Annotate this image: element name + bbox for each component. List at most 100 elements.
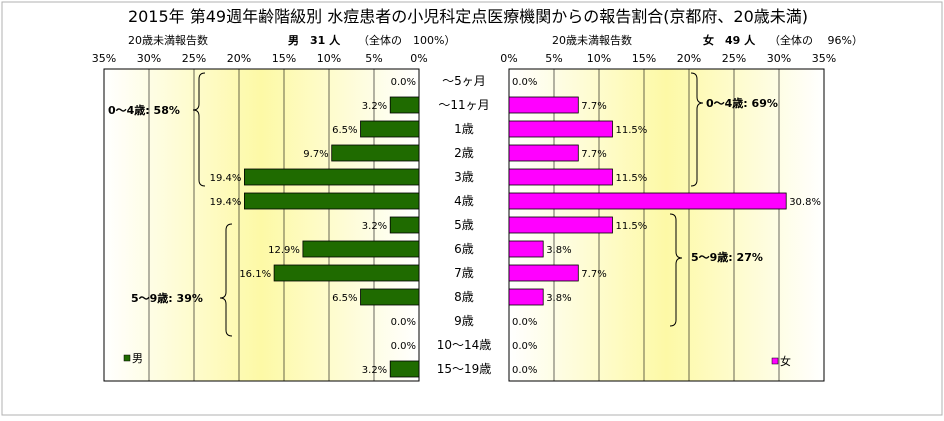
female-data-label: 3.8% <box>546 293 571 304</box>
category-label: 7歳 <box>454 266 474 280</box>
category-label: 10～14歳 <box>437 338 492 352</box>
female-data-label: 7.7% <box>581 101 606 112</box>
category-label: 1歳 <box>454 122 474 136</box>
male-header-total: （全体の 100%） <box>358 33 455 47</box>
male-data-label: 3.2% <box>362 101 387 112</box>
male-tick-label: 25% <box>182 52 206 65</box>
male-data-label: 6.5% <box>332 293 357 304</box>
female-header-total: （全体の 96%） <box>769 33 863 47</box>
male-data-label: 16.1% <box>239 269 271 280</box>
legend-female-swatch <box>771 357 779 365</box>
category-label: 15～19歳 <box>437 362 492 376</box>
male-group-label-5-9: 5～9歳: 39% <box>131 291 203 305</box>
category-label: 5歳 <box>454 218 474 232</box>
male-data-label: 19.4% <box>210 173 242 184</box>
female-tick-label: 35% <box>812 52 836 65</box>
female-data-label: 3.8% <box>546 245 571 256</box>
female-data-label: 30.8% <box>789 197 821 208</box>
female-data-label: 7.7% <box>581 269 606 280</box>
male-tick-label: 30% <box>137 52 161 65</box>
female-header-label: 女 49 人 <box>703 33 756 47</box>
female-bar <box>508 264 579 282</box>
male-data-label: 3.2% <box>362 221 387 232</box>
male-bar <box>389 96 420 114</box>
legend-male-swatch <box>123 354 131 362</box>
male-data-label: 0.0% <box>391 341 416 352</box>
female-tick-label: 20% <box>677 52 701 65</box>
female-data-labels: 0.0% 7.7% 11.5% 7.7% 11.5% 30.8% 11.5% 3.8% 7.7%… <box>512 77 821 376</box>
male-group-label-0-4: 0～4歳: 58% <box>108 103 180 117</box>
male-tick-label: 10% <box>317 52 341 65</box>
male-bar <box>360 288 420 306</box>
category-label: ～5ヶ月 <box>442 74 486 88</box>
female-group-label-5-9: 5～9歳: 27% <box>691 250 763 264</box>
female-tick-label: 5% <box>545 52 562 65</box>
male-tick-label: 15% <box>272 52 296 65</box>
female-bar <box>508 120 613 138</box>
female-data-label: 0.0% <box>512 341 537 352</box>
female-bar <box>508 144 579 162</box>
female-bar <box>508 96 579 114</box>
chart-title: 2015年 第49週年齢階級別 水痘患者の小児科定点医療機関からの報告割合(京都… <box>128 7 808 26</box>
category-label: 3歳 <box>454 170 474 184</box>
category-label: ～11ヶ月 <box>438 98 489 112</box>
female-bar <box>508 192 787 210</box>
category-label: 9歳 <box>454 314 474 328</box>
female-group-brace-0-4 <box>690 72 704 187</box>
male-data-label: 6.5% <box>332 125 357 136</box>
male-tick-label: 35% <box>92 52 116 65</box>
male-header-caption: 20歳未満報告数 <box>128 34 208 47</box>
female-data-label: 0.0% <box>512 365 537 376</box>
category-labels: ～5ヶ月 ～11ヶ月 1歳 2歳 3歳 4歳 5歳 6歳 7歳 8歳 9歳 10～14歳 15～19歳 <box>437 74 492 376</box>
category-label: 8歳 <box>454 290 474 304</box>
male-data-label: 0.0% <box>391 77 416 88</box>
male-bar <box>389 360 420 378</box>
female-data-label: 11.5% <box>616 125 648 136</box>
male-tick-label: 20% <box>227 52 251 65</box>
female-tick-label: 30% <box>767 52 791 65</box>
female-bars <box>508 96 787 306</box>
legend-female-label: 女 <box>780 354 791 368</box>
female-data-label: 11.5% <box>616 173 648 184</box>
male-bar <box>273 264 420 282</box>
male-data-label: 3.2% <box>362 365 387 376</box>
male-data-label: 9.7% <box>303 149 328 160</box>
male-tick-labels: 35% 30% 25% 20% 15% 10% 5% 0% <box>92 52 428 65</box>
male-header-label: 男 31 人 <box>288 33 341 47</box>
male-data-label: 19.4% <box>210 197 242 208</box>
male-group-brace-5-9 <box>219 223 233 337</box>
female-data-label: 0.0% <box>512 317 537 328</box>
category-label: 6歳 <box>454 242 474 256</box>
female-bar <box>508 168 613 186</box>
male-data-labels: 0.0% 3.2% 6.5% 9.7% 19.4% 19.4% 3.2% 12.9% 16.1%… <box>210 77 416 376</box>
female-tick-label: 15% <box>632 52 656 65</box>
female-data-label: 0.0% <box>512 77 537 88</box>
category-label: 2歳 <box>454 146 474 160</box>
female-bar <box>508 288 544 306</box>
category-label: 4歳 <box>454 194 474 208</box>
male-bar <box>302 240 420 258</box>
male-bar <box>331 144 420 162</box>
male-data-label: 0.0% <box>391 317 416 328</box>
female-data-label: 11.5% <box>616 221 648 232</box>
female-header-caption: 20歳未満報告数 <box>552 34 632 47</box>
male-group-brace-0-4 <box>192 72 206 187</box>
male-bars <box>243 96 420 378</box>
female-tick-label: 10% <box>587 52 611 65</box>
female-tick-labels: 0% 5% 10% 15% 20% 25% 30% 35% <box>500 52 836 65</box>
female-group-brace-5-9 <box>669 213 683 327</box>
male-bar <box>243 192 420 210</box>
female-tick-label: 25% <box>722 52 746 65</box>
female-group-label-0-4: 0～4歳: 69% <box>706 96 778 110</box>
male-bar <box>243 168 420 186</box>
female-tick-label: 0% <box>500 52 517 65</box>
female-data-label: 7.7% <box>581 149 606 160</box>
male-bar <box>389 216 420 234</box>
female-bar <box>508 240 544 258</box>
male-data-label: 12.9% <box>268 245 300 256</box>
male-tick-label: 0% <box>410 52 427 65</box>
female-bar <box>508 216 613 234</box>
legend-male-label: 男 <box>132 352 143 365</box>
